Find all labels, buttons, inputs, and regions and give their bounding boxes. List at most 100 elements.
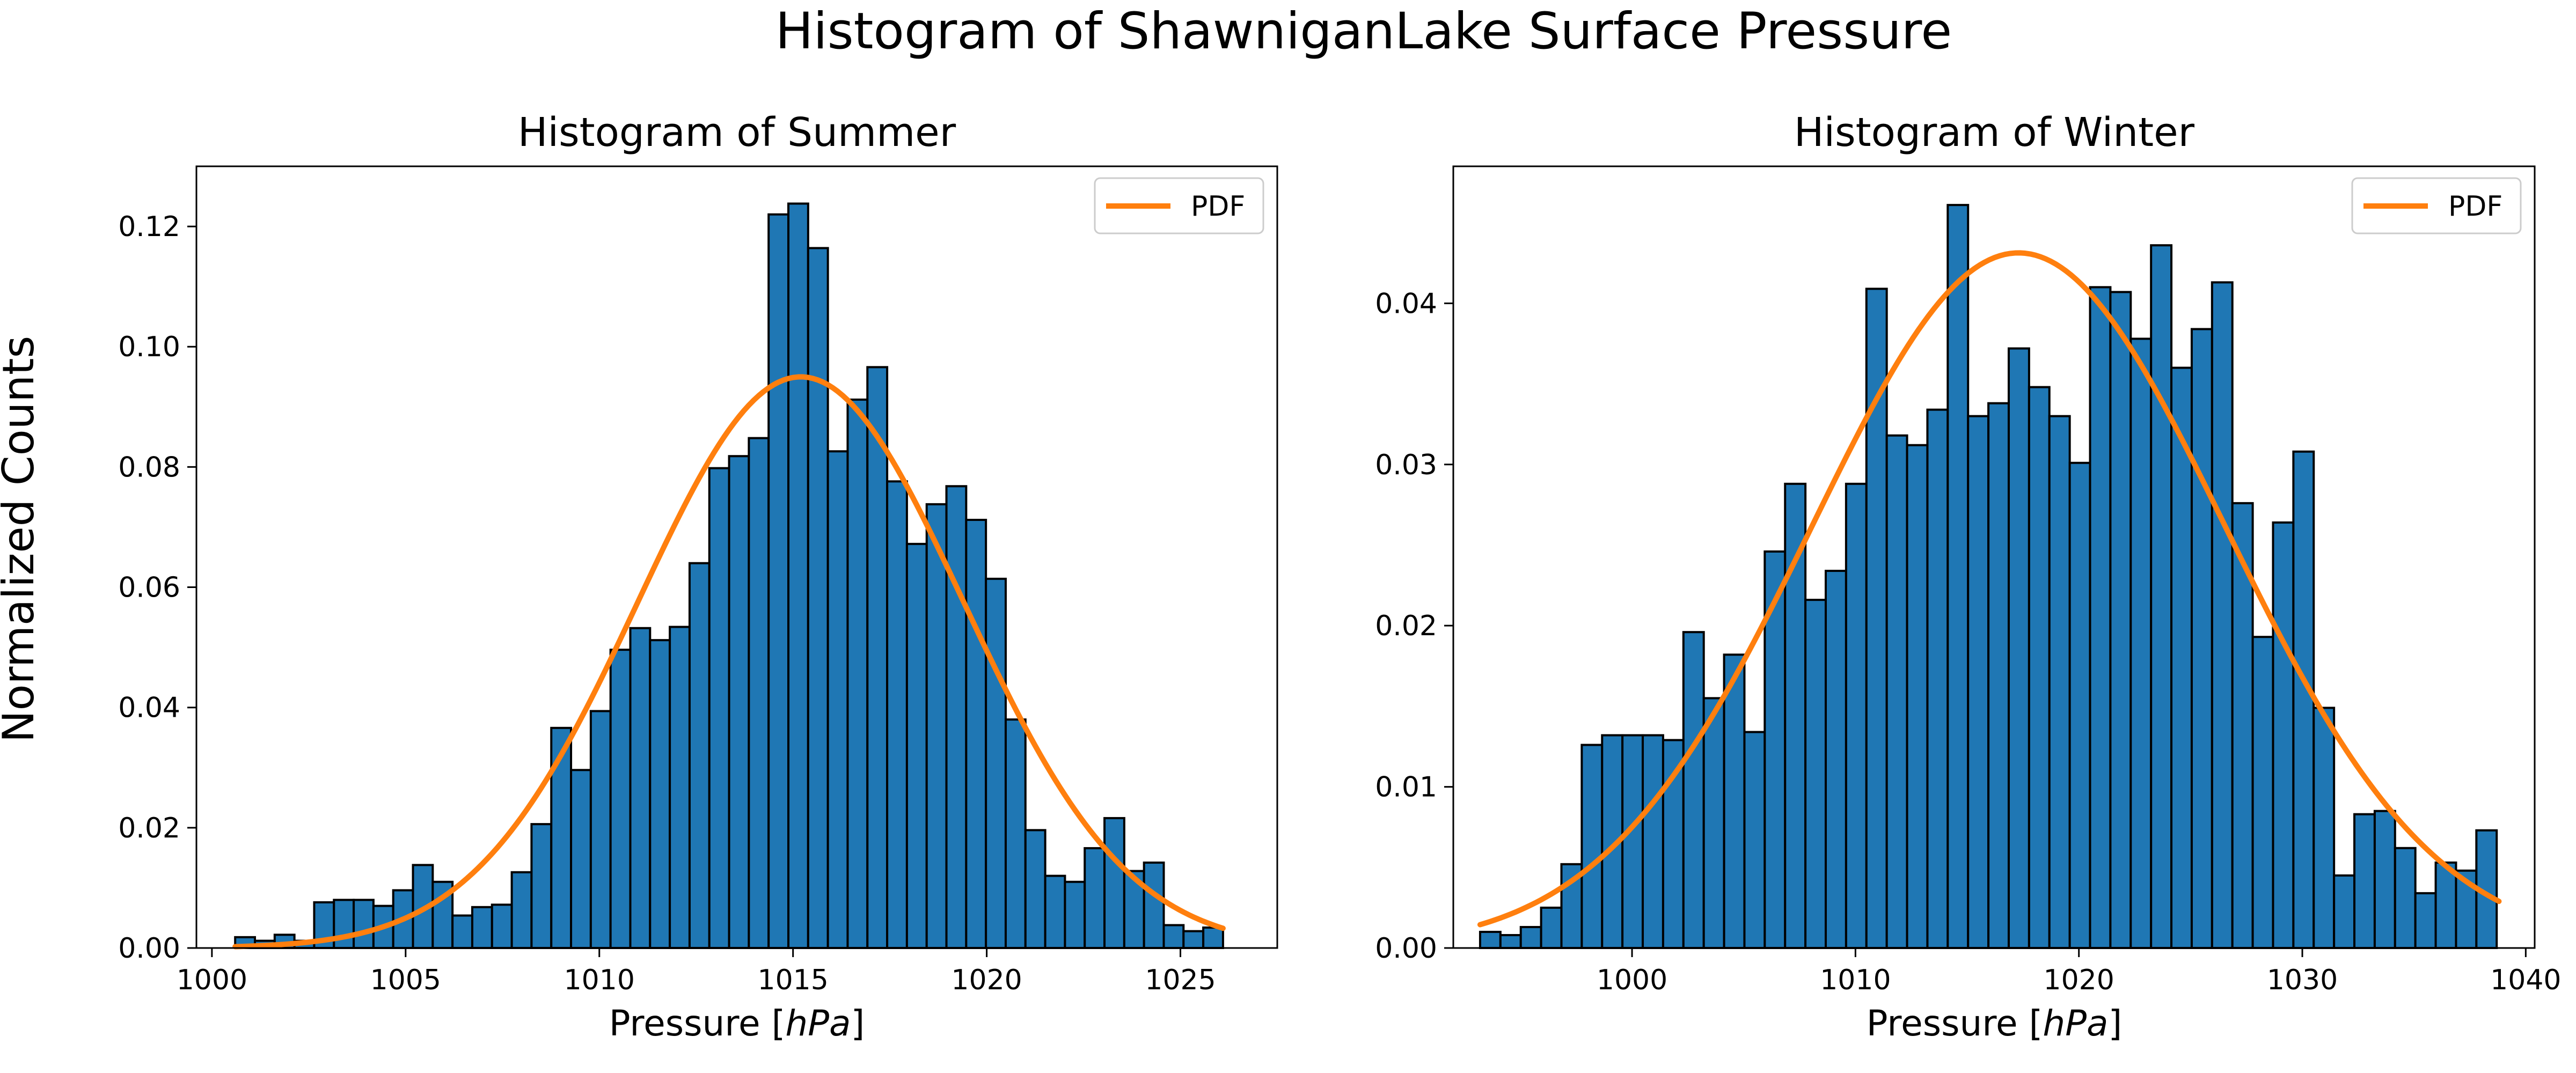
winter-bar (2373, 810, 2396, 950)
summer-bar (1182, 930, 1205, 949)
summer-bar (767, 213, 790, 949)
summer-bar (807, 247, 829, 949)
winter-x-tick-label: 1010 (1820, 964, 1891, 996)
summer-bar (1103, 817, 1125, 950)
winter-bar (1479, 930, 1502, 949)
winter-bar (2353, 813, 2376, 950)
winter-x-tick-label: 1040 (2490, 964, 2561, 996)
summer-x-tick-label: 1000 (177, 964, 247, 996)
winter-bar (2231, 502, 2254, 949)
winter-bar (2129, 337, 2153, 950)
winter-plot-frame (1452, 165, 2536, 949)
summer-x-tick-label: 1025 (1145, 964, 1216, 996)
winter-y-tick-label: 0.03 (1375, 449, 1437, 481)
summer-bar (1004, 718, 1027, 949)
winter-bar (1967, 415, 1990, 949)
winter-bar (1702, 697, 1725, 949)
winter-legend-box (2351, 177, 2522, 234)
summer-bar (1143, 861, 1165, 949)
winter-y-tick-label: 0.04 (1375, 288, 1437, 320)
winter-bar (1926, 408, 1949, 949)
summer-bar (728, 455, 750, 949)
summer-bar (570, 769, 592, 949)
summer-bar (669, 626, 691, 949)
summer-x-axis-label: Pressure [hPa] (609, 1003, 865, 1044)
winter-bar (1906, 444, 1929, 949)
winter-bar (1743, 731, 1766, 949)
winter-bar (2211, 281, 2234, 949)
summer-bar (471, 906, 493, 950)
winter-bar (2089, 286, 2112, 949)
summer-pdf-line (232, 374, 1226, 950)
summer-bar (826, 450, 849, 949)
winter-bar (2292, 450, 2315, 949)
summer-y-tick-label: 0.00 (118, 932, 180, 965)
winter-legend: PDF (2351, 177, 2522, 234)
summer-plot-frame (195, 165, 1278, 949)
summer-bar (748, 437, 770, 949)
summer-bar (985, 577, 1007, 949)
winter-pdf-line (1477, 250, 2502, 928)
winter-bar (2272, 521, 2295, 949)
summer-bar (491, 903, 513, 950)
summer-bar (925, 503, 948, 949)
summer-bar (866, 366, 889, 950)
winter-bar (1642, 734, 1664, 949)
winter-bar (2434, 861, 2457, 950)
summer-x-tick-label: 1020 (951, 964, 1022, 996)
summer-y-tick-label: 0.04 (118, 692, 180, 724)
winter-y-ticks: 0.00 0.01 0.02 0.03 0.04 (1375, 288, 1453, 965)
winter-bar (1540, 906, 1563, 950)
summer-bar (649, 639, 671, 950)
summer-legend: PDF (1094, 177, 1264, 234)
winter-histogram-chart: Histogram of Winter 1000 1010 1020 1030 1040… (1375, 109, 2561, 1044)
winter-x-tick-label: 1000 (1597, 964, 1667, 996)
summer-bar (530, 823, 553, 949)
winter-y-tick-label: 0.02 (1375, 610, 1437, 642)
winter-x-tick-label: 1020 (2044, 964, 2114, 996)
summer-bar (629, 627, 652, 949)
summer-x-ticks: 1000 1005 1010 1015 1020 1025 (177, 948, 1216, 996)
summer-bar (451, 914, 473, 949)
winter-bar (1499, 934, 1522, 949)
summer-bars (234, 202, 1224, 950)
winter-bar (2007, 347, 2030, 949)
winter-y-tick-label: 0.00 (1375, 932, 1437, 965)
winter-chart-title: Histogram of Winter (1794, 109, 2195, 156)
winter-bar (1784, 482, 1807, 949)
winter-bar (1682, 631, 1705, 949)
winter-bar (1519, 925, 1542, 949)
summer-bar (965, 519, 987, 949)
winter-bar (1723, 653, 1746, 949)
winter-y-tick-label: 0.01 (1375, 771, 1437, 804)
winter-bar (2251, 636, 2274, 949)
summer-y-tick-label: 0.08 (118, 451, 180, 483)
summer-bar (1024, 829, 1046, 949)
winter-bar (1845, 482, 1868, 949)
summer-y-tick-label: 0.12 (118, 211, 180, 243)
shared-y-axis-label: Normalized Counts (0, 336, 43, 743)
winter-bars (1479, 204, 2498, 950)
winter-bar (2068, 461, 2091, 949)
summer-bar (1202, 926, 1224, 950)
winter-bar (1804, 599, 1827, 949)
summer-bar (1044, 874, 1066, 950)
summer-legend-label: PDF (1191, 190, 1245, 223)
winter-bar (1621, 734, 1644, 949)
summer-bar (688, 562, 711, 949)
summer-bar (846, 398, 869, 949)
winter-bar (2048, 415, 2071, 949)
summer-y-tick-label: 0.10 (118, 331, 180, 363)
summer-bar (353, 899, 375, 949)
summer-histogram-chart: Histogram of Summer 1000 1005 1010 1015 1020… (118, 109, 1278, 1044)
winter-x-axis-label: Pressure [hPa] (1867, 1003, 2122, 1044)
summer-x-tick-label: 1010 (564, 964, 635, 996)
winter-bar (2333, 874, 2356, 950)
summer-bar (589, 710, 612, 950)
summer-bar (510, 871, 533, 950)
summer-bar (550, 726, 573, 950)
winter-bar (2028, 386, 2051, 949)
winter-x-ticks: 1000 1010 1020 1030 1040 (1597, 948, 2562, 996)
winter-bar (2190, 328, 2213, 949)
